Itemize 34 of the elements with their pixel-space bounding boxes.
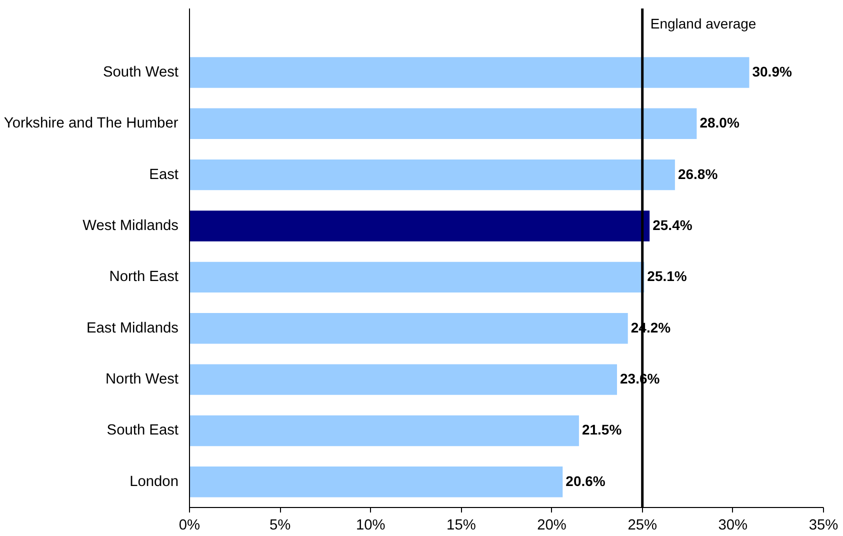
- data-label: 25.4%: [652, 217, 693, 234]
- x-tick-label: 15%: [446, 518, 476, 534]
- data-label: 21.5%: [582, 422, 622, 438]
- data-label: 26.8%: [678, 166, 718, 182]
- y-tick-label: London: [130, 474, 179, 490]
- y-tick-label: South East: [106, 422, 179, 439]
- y-tick-label: North East: [109, 269, 179, 286]
- x-tick-label: 0%: [178, 518, 200, 534]
- data-label: 30.9%: [752, 63, 792, 80]
- y-tick-label: East Midlands: [86, 320, 179, 336]
- x-tick-label: 35%: [808, 518, 838, 534]
- x-tick-label: 25%: [628, 518, 658, 534]
- y-tick-label: South West: [103, 64, 179, 80]
- bar: [190, 210, 650, 242]
- data-label: 20.6%: [566, 472, 606, 489]
- y-tick-label: East: [149, 166, 178, 183]
- x-tick-label: 20%: [537, 518, 566, 534]
- data-label: 25.1%: [647, 268, 688, 284]
- x-tick-label: 30%: [718, 518, 748, 534]
- ref-line-label: England average: [650, 16, 756, 32]
- x-tick-label: 5%: [269, 518, 291, 534]
- data-label: 28.0%: [700, 114, 740, 131]
- bar: [190, 466, 563, 498]
- bar: [190, 262, 644, 293]
- bar: [190, 415, 579, 446]
- bar: [190, 57, 750, 88]
- y-tick-label: Yorkshire and The Humber: [4, 116, 178, 132]
- x-tick-label: 10%: [356, 518, 386, 534]
- bar: [190, 364, 617, 395]
- y-tick-label: North West: [105, 372, 178, 388]
- y-tick-label: West Midlands: [82, 218, 179, 234]
- bar: [190, 313, 628, 344]
- bar: [190, 108, 697, 140]
- bar: [190, 159, 675, 190]
